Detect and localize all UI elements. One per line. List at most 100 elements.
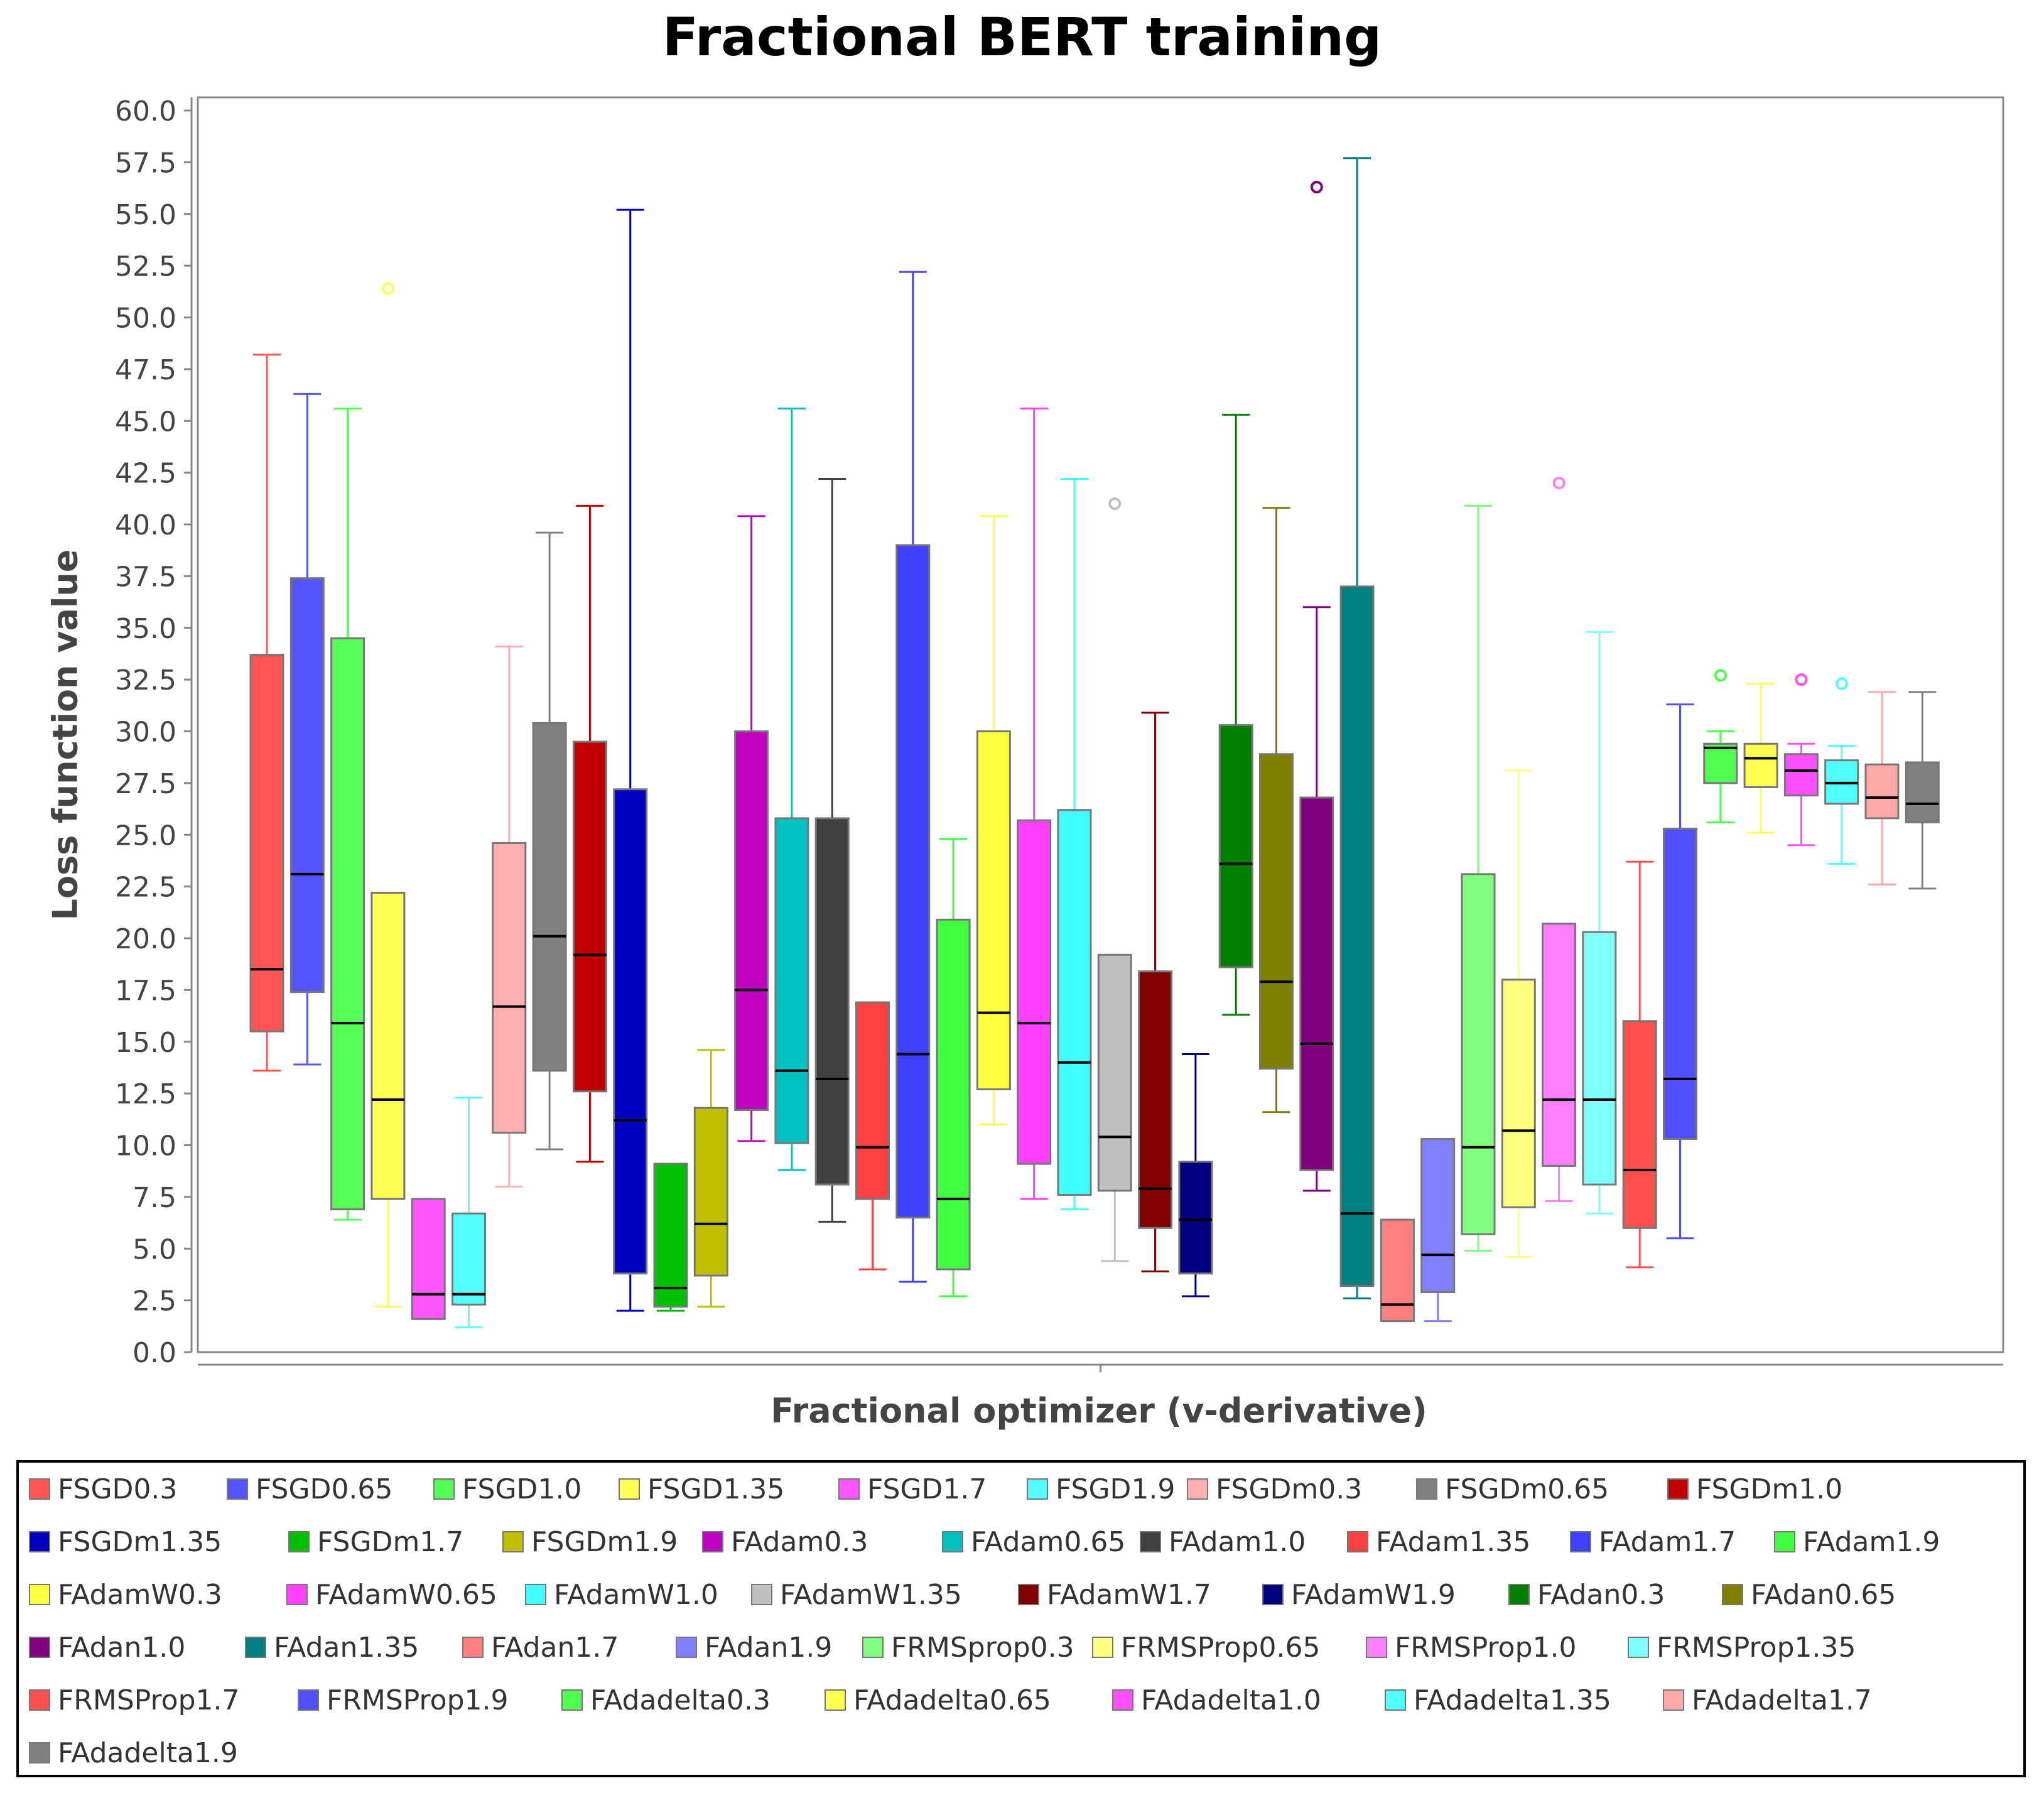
y-tick-label: 60.0	[115, 95, 176, 127]
legend-label: FAdadelta1.35	[1414, 1684, 1611, 1716]
legend-label: FAdam1.35	[1376, 1525, 1531, 1558]
box-body	[895, 544, 931, 1219]
box-body	[1218, 724, 1253, 968]
y-tick-label: 25.0	[115, 820, 176, 852]
box-FAdamW0.65	[1017, 407, 1052, 1200]
legend-item: FAdadelta0.3	[561, 1681, 771, 1719]
legend-swatch	[1416, 1478, 1437, 1500]
y-tick-label: 7.5	[132, 1182, 176, 1214]
y-tick-label: 50.0	[115, 303, 176, 335]
box-FSGDm0.65	[532, 531, 567, 1151]
legend-label: FSGDm0.65	[1445, 1473, 1609, 1505]
plot-area	[197, 96, 2004, 1353]
legend-label: FRMSProp1.35	[1657, 1631, 1856, 1664]
box-FAdamW1.35	[1097, 497, 1132, 1262]
box-body	[1097, 953, 1132, 1192]
legend-item: FAdam1.35	[1347, 1523, 1530, 1561]
legend-swatch	[462, 1637, 484, 1658]
legend-item: FSGDm1.0	[1667, 1470, 1842, 1508]
box-body	[1703, 742, 1738, 784]
legend-item: FAdam0.3	[702, 1523, 868, 1561]
legend-swatch	[1667, 1478, 1689, 1500]
box-FAdadelta1.7	[1864, 691, 1900, 886]
outlier-point	[1835, 677, 1848, 690]
legend-item: FSGDm1.35	[29, 1523, 222, 1561]
outlier-point	[1714, 669, 1727, 682]
legend-swatch	[286, 1584, 308, 1605]
box-FAdan0.65	[1259, 507, 1294, 1113]
box-body	[1057, 809, 1092, 1196]
legend-label: FRMSprop0.3	[891, 1631, 1074, 1664]
box-body	[370, 892, 406, 1200]
legend-swatch	[1112, 1689, 1133, 1711]
legend-item: FAdamW1.7	[1018, 1576, 1211, 1613]
box-body	[1501, 978, 1536, 1208]
box-FRMSProp1.0	[1542, 477, 1577, 1202]
legend-label: FSGD1.7	[867, 1473, 987, 1505]
y-tick-label: 2.5	[132, 1286, 176, 1318]
box-FRMSprop0.3	[1461, 504, 1496, 1252]
legend-label: FSGDm1.35	[58, 1525, 222, 1558]
box-body	[1542, 923, 1577, 1167]
legend-swatch	[1774, 1531, 1795, 1552]
y-tick-label: 37.5	[115, 561, 176, 593]
box-FAdan1.0	[1299, 180, 1334, 1192]
box-FSGD0.3	[249, 354, 284, 1072]
box-body	[734, 730, 769, 1111]
legend-label: FSGD1.0	[462, 1473, 582, 1505]
legend-swatch	[502, 1531, 524, 1552]
y-tick-label: 20.0	[115, 923, 176, 955]
legend-item: FSGD0.3	[29, 1470, 177, 1508]
y-tick-label: 12.5	[115, 1078, 176, 1110]
y-axis: 0.0 2.5 5.0 7.5 10.0 12.5 15.0 17.5 20.0 22.5 25.0…	[115, 95, 193, 1369]
chart-title: Fractional BERT training	[662, 6, 1382, 68]
box-FAdadelta1.9	[1905, 691, 1940, 890]
box-FAdam0.3	[734, 515, 769, 1142]
box-body	[572, 740, 607, 1093]
legend-swatch	[29, 1531, 50, 1552]
legend-label: FRMSProp1.7	[58, 1684, 240, 1716]
box-body	[1420, 1138, 1456, 1293]
legend-label: FAdam1.9	[1803, 1525, 1940, 1558]
legend-item: FSGD0.65	[227, 1470, 392, 1508]
legend-label: FSGD1.9	[1056, 1473, 1176, 1505]
box-FAdam1.7	[895, 271, 931, 1283]
box-body	[1582, 931, 1617, 1186]
box-body	[249, 654, 284, 1032]
box-FSGDm1.0	[572, 504, 607, 1163]
legend-swatch	[1628, 1637, 1649, 1658]
legend-item: FSGD1.9	[1027, 1470, 1175, 1508]
legend-item: FRMSProp1.9	[298, 1681, 508, 1719]
box-FRMSProp1.9	[1663, 703, 1697, 1240]
legend-label: FAdan1.0	[58, 1631, 186, 1664]
legend-label: FAdam0.3	[731, 1525, 868, 1558]
outlier-point	[1552, 477, 1565, 490]
legend-item: FRMSProp1.0	[1366, 1628, 1576, 1666]
box-body	[452, 1212, 486, 1306]
box-FAdam1.35	[855, 1001, 890, 1270]
legend-swatch	[751, 1584, 772, 1605]
legend-swatch	[1027, 1478, 1048, 1500]
legend-item: FRMSprop0.3	[862, 1628, 1074, 1666]
box-FRMSProp0.65	[1501, 769, 1536, 1258]
legend-label: FAdadelta1.9	[58, 1736, 238, 1769]
legend-item: FAdan1.9	[676, 1628, 832, 1666]
y-tick-label: 42.5	[115, 458, 176, 490]
legend-item: FAdamW1.0	[525, 1576, 718, 1613]
legend-label: FAdan1.35	[274, 1631, 419, 1664]
legend-label: FAdadelta0.65	[853, 1684, 1051, 1716]
box-body	[1461, 873, 1496, 1235]
box-FAdan0.3	[1218, 413, 1253, 1016]
box-FSGDm1.7	[653, 1162, 688, 1312]
box-FAdam1.0	[814, 478, 850, 1223]
legend-item: FRMSProp1.35	[1628, 1628, 1856, 1666]
legend-item: FAdadelta1.0	[1112, 1681, 1321, 1719]
legend-swatch	[29, 1742, 50, 1763]
outlier-point	[1310, 180, 1323, 193]
box-body	[613, 788, 648, 1275]
plot-frame	[197, 96, 2004, 1353]
legend-item: FSGDm0.3	[1187, 1470, 1362, 1508]
y-tick-label: 15.0	[115, 1027, 176, 1059]
legend-item: FAdan0.3	[1508, 1576, 1665, 1613]
box-body	[1339, 585, 1375, 1287]
